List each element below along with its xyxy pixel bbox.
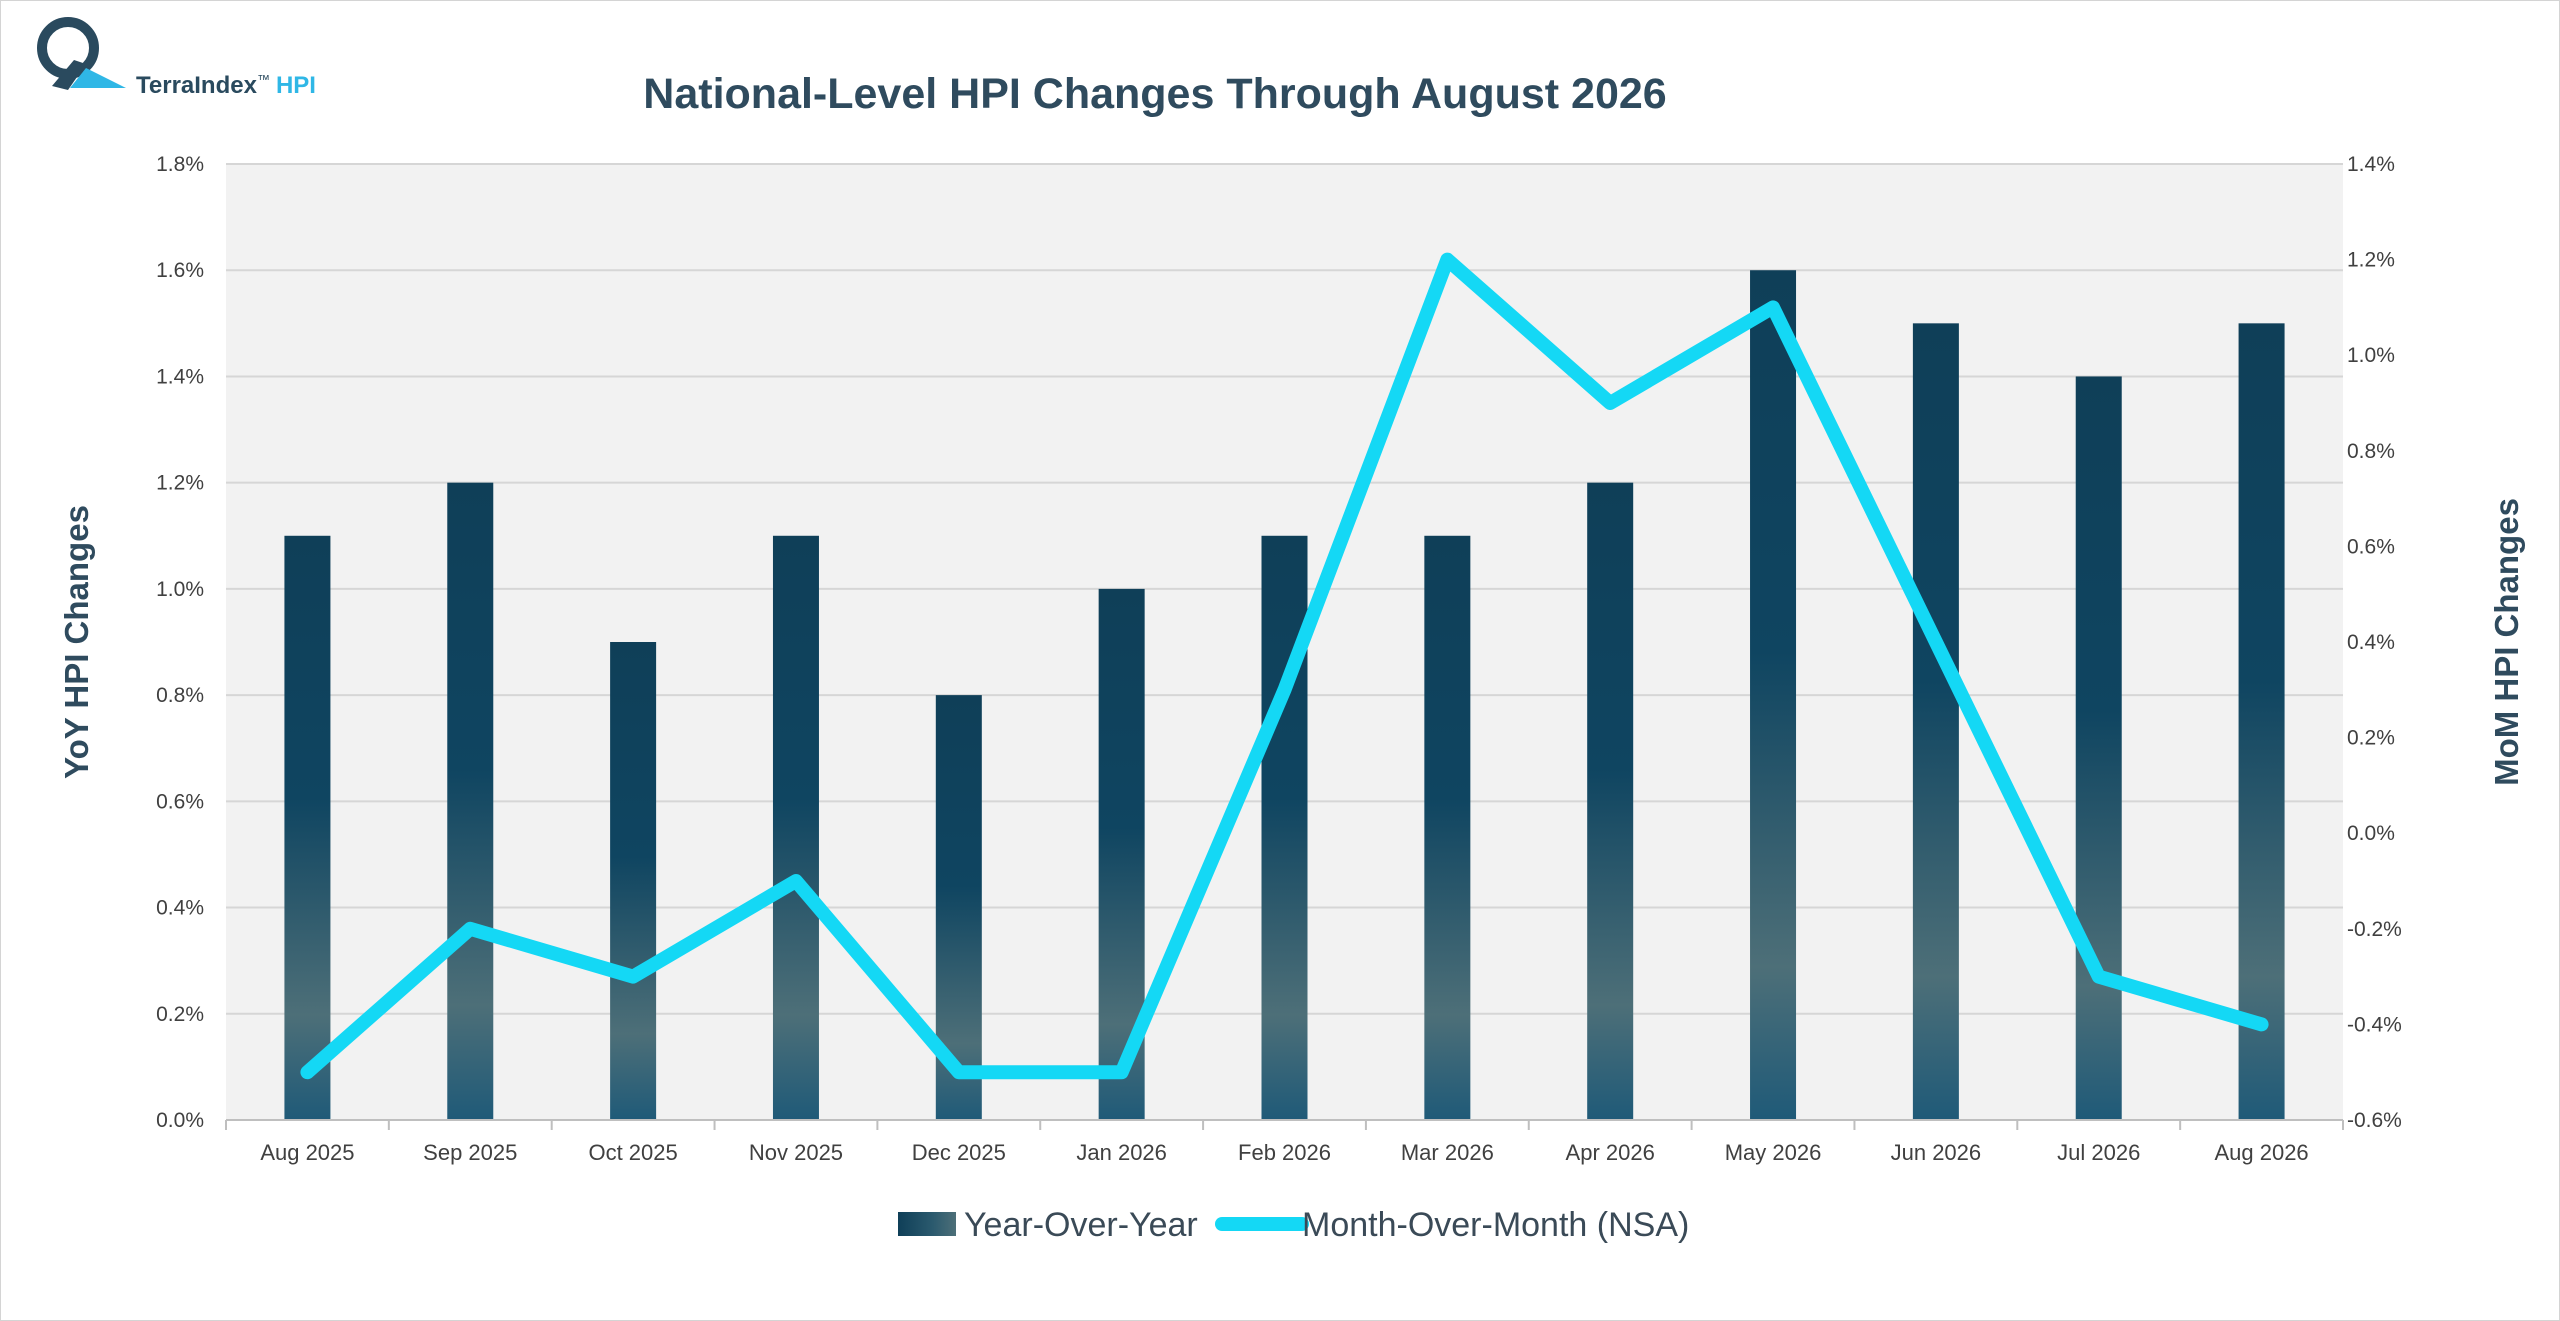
left-tick-label: 0.0% <box>156 1109 204 1132</box>
x-tick-label: Sep 2025 <box>423 1140 517 1165</box>
bar-yoy <box>2075 376 2122 1120</box>
left-tick-label: 1.4% <box>156 365 204 388</box>
x-tick-label: May 2026 <box>1725 1140 1822 1165</box>
x-tick-label: Aug 2026 <box>2214 1140 2308 1165</box>
bar-yoy <box>1261 535 1308 1120</box>
logo-text: TerraIndex™ HPI <box>136 72 316 100</box>
bar-yoy <box>1750 270 1797 1120</box>
bar-yoy <box>1587 482 1634 1121</box>
line-mom-point <box>1446 258 1449 261</box>
line-mom-point <box>1283 688 1286 691</box>
line-mom-point <box>1934 641 1937 643</box>
line-mom-point <box>2260 1023 2263 1026</box>
bar-yoy <box>447 482 494 1121</box>
left-tick-label: 0.6% <box>156 790 204 813</box>
line-mom-point <box>794 880 797 882</box>
bar-yoy <box>1912 323 1959 1120</box>
line-mom-point <box>469 927 472 930</box>
right-tick-label: 0.6% <box>2347 535 2395 558</box>
left-tick-label: 0.2% <box>156 1003 204 1026</box>
right-tick-label: 0.4% <box>2347 631 2395 654</box>
x-tick-label: Jan 2026 <box>1076 1140 1167 1165</box>
bar-yoy <box>772 535 819 1120</box>
legend-label-yoy: Year-Over-Year <box>964 1206 1198 1244</box>
left-tick-label: 1.8% <box>156 153 204 176</box>
line-mom-point <box>1772 306 1775 309</box>
logo-product: HPI <box>275 72 316 99</box>
x-tick-label: Nov 2025 <box>749 1140 843 1165</box>
logo-trademark: ™ <box>256 72 270 87</box>
right-tick-label: -0.2% <box>2347 918 2402 941</box>
x-tick-label: Oct 2025 <box>588 1140 677 1165</box>
line-month-over-month <box>300 252 2269 1080</box>
legend-swatch-yoy <box>898 1212 956 1236</box>
logo-brand-name: TerraIndex <box>136 72 257 99</box>
bar-yoy <box>1424 535 1471 1120</box>
x-tick-label: Jun 2026 <box>1891 1140 1982 1165</box>
right-tick-label: 0.8% <box>2347 440 2395 463</box>
logo-q-icon <box>37 17 126 90</box>
line-mom-point <box>1120 1071 1123 1074</box>
right-tick-label: 1.0% <box>2347 344 2395 367</box>
x-tick-label: Dec 2025 <box>912 1140 1006 1165</box>
right-tick-label: 1.2% <box>2347 249 2395 272</box>
left-tick-label: 1.0% <box>156 578 204 601</box>
left-tick-label: 1.6% <box>156 259 204 282</box>
x-tick-label: Feb 2026 <box>1238 1140 1331 1165</box>
bars-year-over-year <box>284 270 2285 1121</box>
line-mom-point <box>306 1071 309 1074</box>
x-tick-label: Apr 2026 <box>1566 1140 1655 1165</box>
left-axis-title: YoY HPI Changes <box>58 505 95 779</box>
line-mom-point <box>1609 402 1612 404</box>
chart-title: National-Level HPI Changes Through Augus… <box>643 70 1666 118</box>
x-tick-label: Mar 2026 <box>1401 1140 1494 1165</box>
left-tick-label: 0.8% <box>156 684 204 707</box>
brand-logo: TerraIndex™ HPI <box>30 8 330 100</box>
left-axis-ticks: 0.0% 0.2% 0.4% 0.6% 0.8% 1.0% 1.2% 1.4% 1.6% 1.8% <box>156 153 204 1132</box>
right-tick-label: 0.0% <box>2347 822 2395 845</box>
x-tick-label: Aug 2025 <box>260 1140 354 1165</box>
right-tick-label: -0.4% <box>2347 1013 2402 1036</box>
x-tick-label: Jul 2026 <box>2057 1140 2140 1165</box>
line-mom-point <box>632 975 635 978</box>
legend-label-mom: Month-Over-Month (NSA) <box>1302 1206 1689 1244</box>
right-tick-label: -0.6% <box>2347 1109 2402 1132</box>
bar-yoy <box>284 535 331 1120</box>
bar-yoy <box>610 642 657 1120</box>
right-tick-label: 0.2% <box>2347 727 2395 750</box>
line-mom-point <box>957 1071 960 1074</box>
right-axis-ticks: -0.6% -0.4% -0.2% 0.0% 0.2% 0.4% 0.6% 0.8% 1.0% 1… <box>2347 153 2402 1132</box>
legend: Year-Over-Year Month-Over-Month (NSA) <box>898 1206 1689 1244</box>
left-tick-label: 1.2% <box>156 472 204 495</box>
axes <box>225 1119 2344 1130</box>
right-tick-label: 1.4% <box>2347 153 2395 176</box>
bar-yoy <box>2238 323 2285 1120</box>
x-axis-ticks: Aug 2025 Sep 2025 Oct 2025 Nov 2025 Dec 2025… <box>260 1140 2308 1165</box>
left-tick-label: 0.4% <box>156 897 204 920</box>
right-axis-title: MoM HPI Changes <box>2488 498 2525 786</box>
line-mom-point <box>2097 975 2100 978</box>
